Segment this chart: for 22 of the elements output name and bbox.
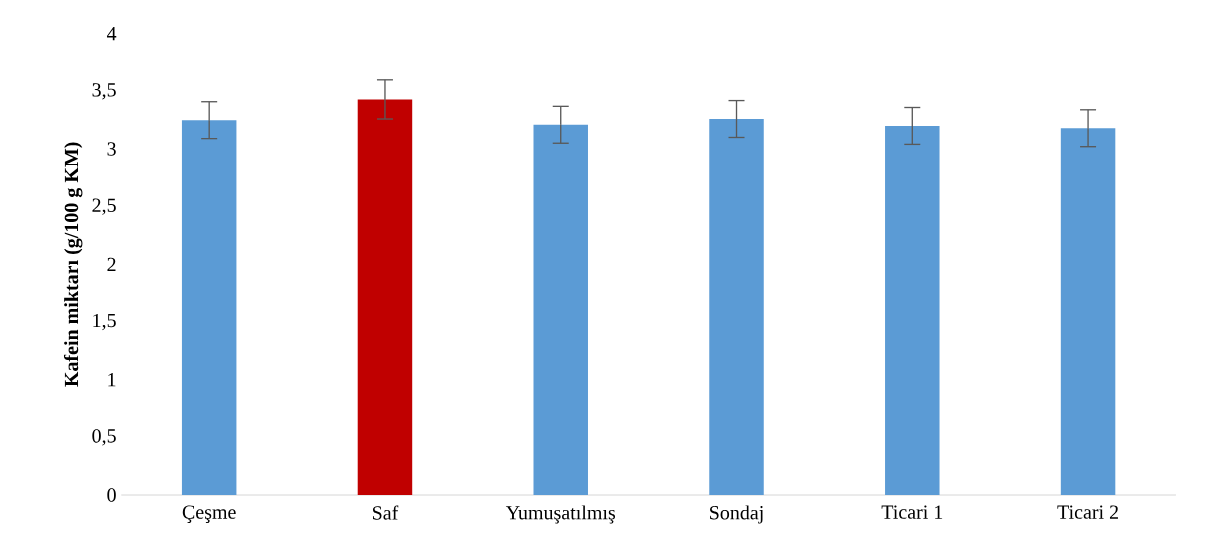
y-tick-label: 0 <box>107 488 116 502</box>
y-tick-label: 3,5 <box>92 83 116 100</box>
x-tick-label: Ticari 1 <box>881 505 943 519</box>
y-tick-label: 0,5 <box>92 429 116 446</box>
bar <box>357 99 413 496</box>
x-tick-label: Yumuşatılmış <box>505 505 616 524</box>
x-tick-label: Sondaj <box>710 505 763 524</box>
bar <box>709 119 764 496</box>
y-tick-label: 1 <box>108 373 116 387</box>
x-tick-label: Saf <box>372 505 399 520</box>
y-tick-label: 1,5 <box>93 313 116 331</box>
bar <box>181 120 237 496</box>
y-tick-label: 4 <box>106 27 117 41</box>
bar <box>885 125 940 496</box>
y-axis-title: Kafein miktarı (g/100 g KM) <box>63 142 83 387</box>
y-tick-label: 3 <box>107 142 116 156</box>
x-tick-label: Ticari 2 <box>1057 505 1118 519</box>
x-tick-label: Çeşme <box>182 505 236 523</box>
bar <box>533 124 588 496</box>
y-tick-label: 2 <box>107 257 116 271</box>
bar <box>1060 128 1116 496</box>
y-tick-label: 2,5 <box>92 198 116 215</box>
